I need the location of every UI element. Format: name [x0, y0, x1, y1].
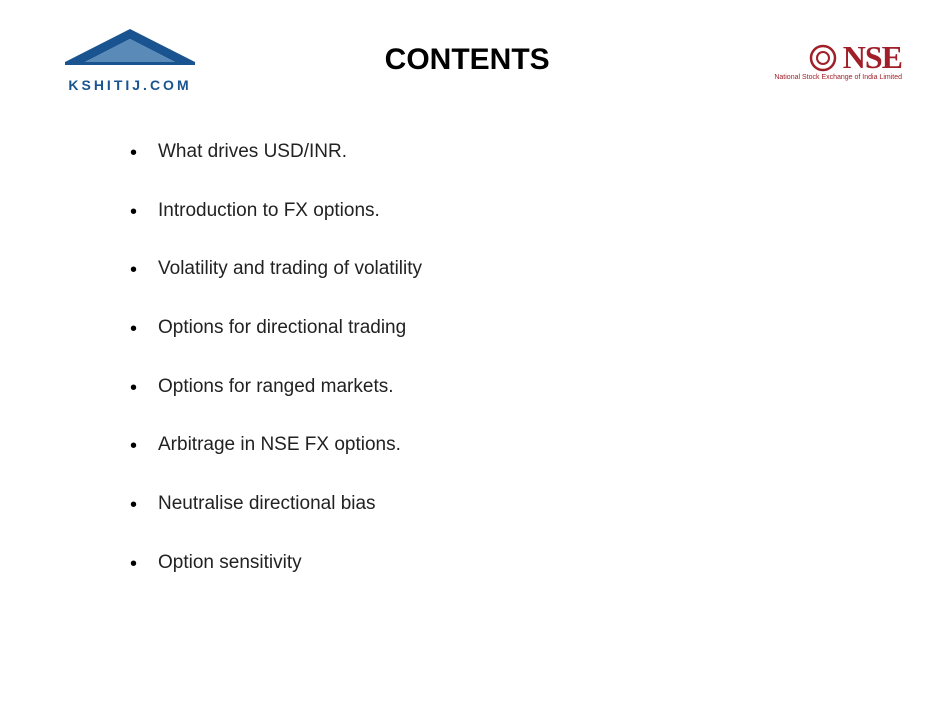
nse-logo-text: NSE	[843, 39, 902, 76]
slide-header: KSHITIJ.COM CONTENTS NSE National Stock …	[0, 0, 942, 110]
kshitij-logo-text: KSHITIJ.COM	[68, 77, 191, 93]
nse-subtitle: National Stock Exchange of India Limited	[774, 74, 902, 81]
list-item: Option sensitivity	[130, 551, 842, 576]
list-item: Options for ranged markets.	[130, 375, 842, 400]
list-item: What drives USD/INR.	[130, 140, 842, 165]
slide-content: What drives USD/INR. Introduction to FX …	[0, 110, 942, 576]
list-item: Arbitrage in NSE FX options.	[130, 433, 842, 458]
list-item: Introduction to FX options.	[130, 199, 842, 224]
list-item: Neutralise directional bias	[130, 492, 842, 517]
contents-list: What drives USD/INR. Introduction to FX …	[130, 140, 842, 576]
list-item: Options for directional trading	[130, 316, 842, 341]
list-item: Volatility and trading of volatility	[130, 257, 842, 282]
nse-logo: NSE National Stock Exchange of India Lim…	[774, 39, 902, 81]
nse-circle-icon	[809, 44, 837, 72]
slide-title: CONTENTS	[160, 43, 774, 77]
